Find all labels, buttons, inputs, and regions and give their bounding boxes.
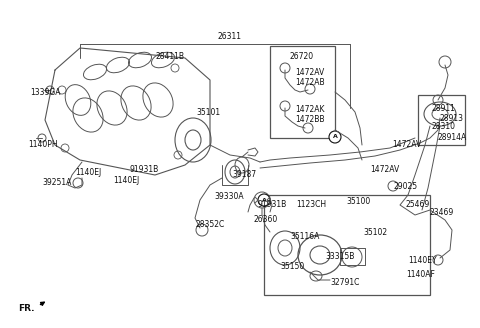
Text: 32791C: 32791C [330,278,360,287]
Text: 1140EJ: 1140EJ [113,176,139,185]
Text: 1472AV: 1472AV [392,140,421,149]
Text: 28411B: 28411B [155,52,184,61]
Text: FR.: FR. [18,304,35,313]
Text: 39251A: 39251A [42,178,72,187]
Bar [264,195,430,295]
Text: 91931B: 91931B [130,165,159,174]
Text: 26311: 26311 [218,32,242,41]
Text: 25469: 25469 [406,200,430,209]
Text: 1140PH: 1140PH [28,140,58,149]
Text: A: A [262,197,266,202]
Text: 35116A: 35116A [290,232,319,241]
Text: 1472AV: 1472AV [370,165,399,174]
Text: 1140EJ: 1140EJ [75,168,101,177]
Text: 1140EY: 1140EY [408,256,437,265]
Text: 1123CH: 1123CH [296,200,326,209]
Text: 35150: 35150 [280,262,304,271]
Text: 26720: 26720 [289,52,313,61]
Bar [418,95,465,145]
Text: 28914A: 28914A [438,133,467,142]
Bar [270,46,335,138]
Text: 29025: 29025 [393,182,417,191]
Circle shape [258,194,270,206]
Text: 1472AB: 1472AB [295,78,324,87]
Circle shape [329,131,341,143]
Text: 1339GA: 1339GA [30,88,60,97]
Text: 26360: 26360 [254,215,278,224]
Text: A: A [333,134,337,139]
Text: 35101: 35101 [196,108,220,117]
Text: 1140AF: 1140AF [406,270,435,279]
Text: 1472BB: 1472BB [295,115,324,124]
Text: 28913: 28913 [440,114,464,123]
Text: 39187: 39187 [232,170,256,179]
Text: 1472AK: 1472AK [295,105,324,114]
Text: 39330A: 39330A [214,192,244,201]
Text: 35102: 35102 [363,228,387,237]
Text: 28352C: 28352C [196,220,225,229]
Text: 35100: 35100 [346,197,370,206]
Text: 23469: 23469 [430,208,454,217]
Text: 33315B: 33315B [325,252,354,261]
Text: 1472AV: 1472AV [295,68,324,77]
Text: 28310: 28310 [431,122,455,131]
Text: 91931B: 91931B [257,200,286,209]
Text: 28911: 28911 [432,104,456,113]
